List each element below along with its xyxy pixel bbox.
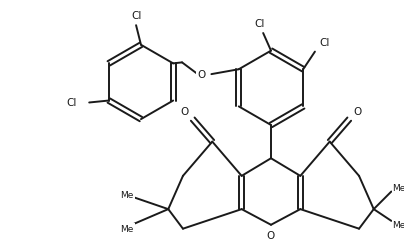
Text: Cl: Cl [320,38,330,48]
Text: O: O [267,230,275,239]
Text: Me: Me [392,183,404,192]
Text: Cl: Cl [131,11,141,21]
Text: O: O [353,107,361,117]
Text: Me: Me [392,220,404,229]
Text: Me: Me [120,224,134,233]
Text: Cl: Cl [66,98,77,108]
Text: O: O [198,70,206,80]
Text: Cl: Cl [254,19,265,29]
Text: O: O [181,107,189,117]
Text: Me: Me [120,190,134,199]
